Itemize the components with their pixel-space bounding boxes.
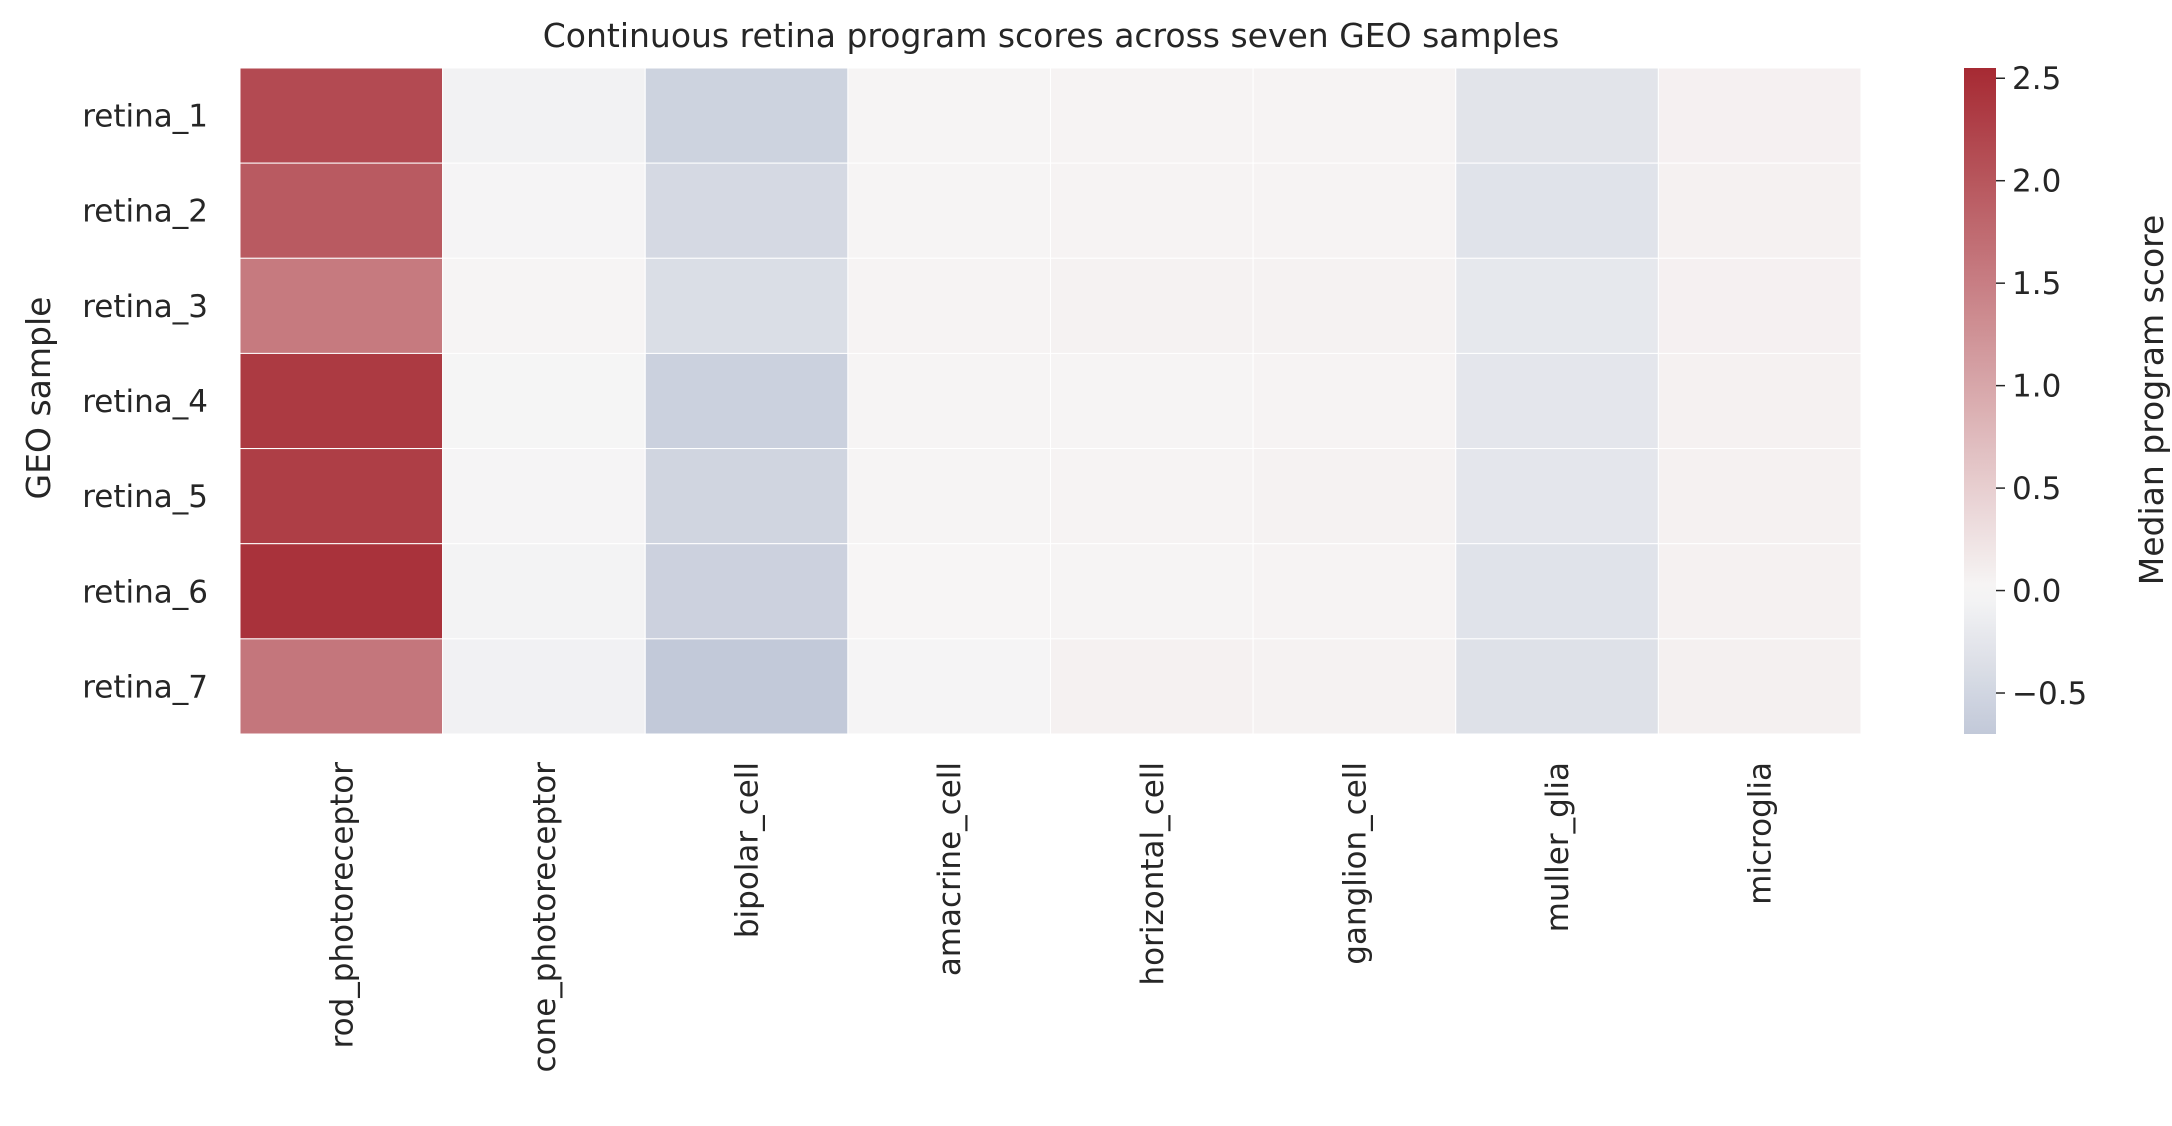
heatmap-cell-retina_3-horizontal_cell	[1050, 257, 1254, 354]
y-tick-label: retina_7	[82, 669, 208, 705]
heatmap-cell-retina_3-muller_glia	[1455, 257, 1659, 354]
heatmap-cell-retina_4-cone_photoreceptor	[442, 352, 646, 450]
x-tick-label: amacrine_cell	[932, 762, 968, 976]
heatmap-cell-retina_1-bipolar_cell	[644, 67, 849, 164]
heatmap-cells	[239, 67, 1862, 735]
heatmap-cell-retina_3-microglia	[1657, 257, 1862, 354]
heatmap-cell-retina_6-horizontal_cell	[1050, 543, 1254, 640]
y-tick-label: retina_4	[82, 384, 208, 420]
heatmap-cell-retina_4-horizontal_cell	[1050, 352, 1254, 450]
x-tick-label: bipolar_cell	[730, 762, 766, 938]
heatmap-cell-retina_2-microglia	[1657, 162, 1862, 259]
heatmap-cell-retina_5-muller_glia	[1455, 448, 1659, 545]
y-tick-label: retina_5	[82, 479, 208, 515]
heatmap-cell-retina_1-microglia	[1657, 67, 1862, 164]
heatmap-cell-retina_6-microglia	[1657, 543, 1862, 640]
heatmap-cell-retina_7-ganglion_cell	[1252, 638, 1457, 735]
heatmap-cell-retina_5-cone_photoreceptor	[442, 448, 646, 545]
heatmap-cell-retina_7-amacrine_cell	[847, 638, 1051, 735]
heatmap-cell-retina_7-bipolar_cell	[644, 638, 849, 735]
heatmap-cell-retina_3-rod_photoreceptor	[239, 257, 444, 354]
heatmap-cell-retina_1-ganglion_cell	[1252, 67, 1457, 164]
x-tick-label: rod_photoreceptor	[324, 762, 360, 1049]
y-tick-label: retina_1	[82, 99, 208, 135]
heatmap-cell-retina_2-amacrine_cell	[847, 162, 1051, 259]
x-tick-label: horizontal_cell	[1135, 762, 1171, 985]
colorbar	[1964, 68, 1996, 734]
colorbar-tick-label: 2.0	[2012, 164, 2061, 200]
colorbar-tick-label: 0.5	[2012, 471, 2061, 507]
heatmap-cell-retina_3-amacrine_cell	[847, 257, 1051, 354]
heatmap-cell-retina_5-microglia	[1657, 448, 1862, 545]
heatmap-cell-retina_1-muller_glia	[1455, 67, 1659, 164]
heatmap-cell-retina_4-rod_photoreceptor	[239, 352, 444, 450]
heatmap-cell-retina_7-muller_glia	[1455, 638, 1659, 735]
heatmap-cell-retina_2-bipolar_cell	[644, 162, 849, 259]
heatmap-cell-retina_6-muller_glia	[1455, 543, 1659, 640]
heatmap-cell-retina_5-rod_photoreceptor	[239, 448, 444, 545]
x-tick-label: ganglion_cell	[1337, 762, 1373, 965]
x-tick-label: muller_glia	[1540, 762, 1576, 932]
heatmap-cell-retina_2-muller_glia	[1455, 162, 1659, 259]
heatmap-cell-retina_6-cone_photoreceptor	[442, 543, 646, 640]
colorbar-tick-label: 1.5	[2012, 266, 2061, 302]
heatmap-cell-retina_1-cone_photoreceptor	[442, 67, 646, 164]
y-tick-label: retina_6	[82, 574, 208, 610]
colorbar-tick-label: 0.0	[2012, 574, 2061, 610]
x-axis-tick-labels: rod_photoreceptor cone_photoreceptor bipol…	[324, 762, 1778, 1073]
heatmap-cell-retina_2-ganglion_cell	[1252, 162, 1457, 259]
heatmap-cell-retina_7-horizontal_cell	[1050, 638, 1254, 735]
heatmap-cell-retina_2-cone_photoreceptor	[442, 162, 646, 259]
y-tick-label: retina_3	[82, 289, 208, 325]
colorbar-label: Median program score	[2132, 215, 2171, 586]
colorbar-tick-label: 2.5	[2012, 61, 2061, 97]
heatmap-cell-retina_2-rod_photoreceptor	[239, 162, 444, 259]
y-axis-tick-labels: retina_1 retina_2 retina_3 retina_4 retina_5…	[82, 99, 208, 706]
heatmap-cell-retina_7-rod_photoreceptor	[239, 638, 444, 735]
y-tick-label: retina_2	[82, 194, 208, 230]
x-tick-label: cone_photoreceptor	[527, 762, 563, 1073]
heatmap-cell-retina_3-bipolar_cell	[644, 257, 849, 354]
heatmap-cell-retina_6-bipolar_cell	[644, 543, 849, 640]
colorbar-tick-label: 1.0	[2012, 369, 2061, 405]
heatmap-cell-retina_5-amacrine_cell	[847, 448, 1051, 545]
heatmap-cell-retina_5-bipolar_cell	[644, 448, 849, 545]
chart-title: Continuous retina program scores across …	[543, 16, 1560, 55]
heatmap-cell-retina_6-amacrine_cell	[847, 543, 1051, 640]
heatmap-cell-retina_4-bipolar_cell	[644, 352, 849, 450]
colorbar-tick-label: −0.5	[2012, 676, 2087, 712]
heatmap-cell-retina_4-amacrine_cell	[847, 352, 1051, 450]
heatmap-cell-retina_2-horizontal_cell	[1050, 162, 1254, 259]
heatmap-cell-retina_4-microglia	[1657, 352, 1862, 450]
heatmap-cell-retina_1-rod_photoreceptor	[239, 67, 444, 164]
heatmap-cell-retina_1-amacrine_cell	[847, 67, 1051, 164]
heatmap-cell-retina_3-ganglion_cell	[1252, 257, 1457, 354]
heatmap-cell-retina_7-microglia	[1657, 638, 1862, 735]
x-tick-label: microglia	[1743, 762, 1779, 905]
heatmap-cell-retina_6-rod_photoreceptor	[239, 543, 444, 640]
heatmap-cell-retina_6-ganglion_cell	[1252, 543, 1457, 640]
heatmap-cell-retina_3-cone_photoreceptor	[442, 257, 646, 354]
heatmap-cell-retina_5-horizontal_cell	[1050, 448, 1254, 545]
heatmap-cell-retina_4-ganglion_cell	[1252, 352, 1457, 450]
heatmap-cell-retina_4-muller_glia	[1455, 352, 1659, 450]
heatmap-cell-retina_1-horizontal_cell	[1050, 67, 1254, 164]
colorbar-ticks: 2.5 2.0 1.5 1.0 0.5 0.0 −0.5	[1996, 61, 2087, 712]
y-axis-label: GEO sample	[19, 297, 58, 500]
heatmap-cell-retina_5-ganglion_cell	[1252, 448, 1457, 545]
heatmap-cell-retina_7-cone_photoreceptor	[442, 638, 646, 735]
colorbar-gradient	[1964, 68, 1996, 734]
